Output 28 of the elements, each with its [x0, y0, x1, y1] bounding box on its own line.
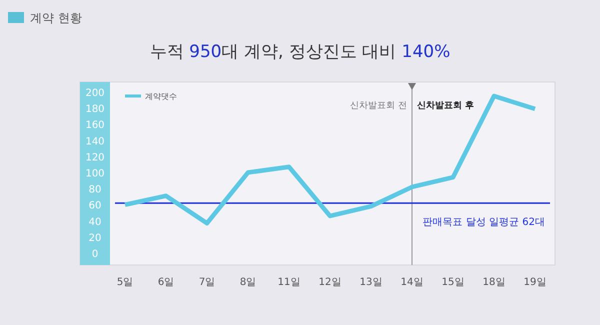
x-tick-label: 11일 [278, 277, 300, 288]
y-tick-label: 80 [88, 184, 102, 196]
x-tick-label: 12일 [318, 277, 342, 288]
y-tick-label: 100 [85, 168, 105, 180]
x-tick-label: 18일 [482, 277, 506, 288]
y-tick-label: 180 [85, 104, 105, 116]
chart-subtitle: 누적 950대 계약, 정상진도 대비 140% [150, 42, 450, 62]
x-tick-label: 6일 [158, 277, 174, 288]
x-tick-label: 19일 [524, 277, 546, 288]
chart-title: 계약 현황 [30, 11, 82, 25]
x-tick-label: 15일 [442, 277, 464, 288]
legend-label: 계약댓수 [145, 92, 177, 101]
annotation: 신차발표회 후 [417, 101, 474, 112]
y-tick-label: 160 [85, 120, 105, 132]
x-tick-label: 13일 [360, 277, 382, 288]
annotation: 신차발표회 전 [350, 101, 407, 112]
x-tick-label: 8일 [240, 277, 256, 288]
y-tick-label: 140 [85, 136, 105, 148]
x-tick-label: 7일 [198, 277, 216, 288]
y-tick-label: 0 [92, 249, 98, 260]
ref-line-label: 판매목표 달성 일평균 62대 [422, 217, 545, 228]
x-tick-label: 14일 [400, 277, 424, 288]
y-tick-label: 40 [88, 216, 102, 228]
x-tick-label: 5일 [116, 277, 134, 288]
y-tick-label: 60 [88, 200, 102, 212]
y-tick-label: 200 [85, 88, 105, 99]
y-tick-label: 120 [85, 152, 105, 164]
y-tick-label: 20 [88, 232, 102, 244]
